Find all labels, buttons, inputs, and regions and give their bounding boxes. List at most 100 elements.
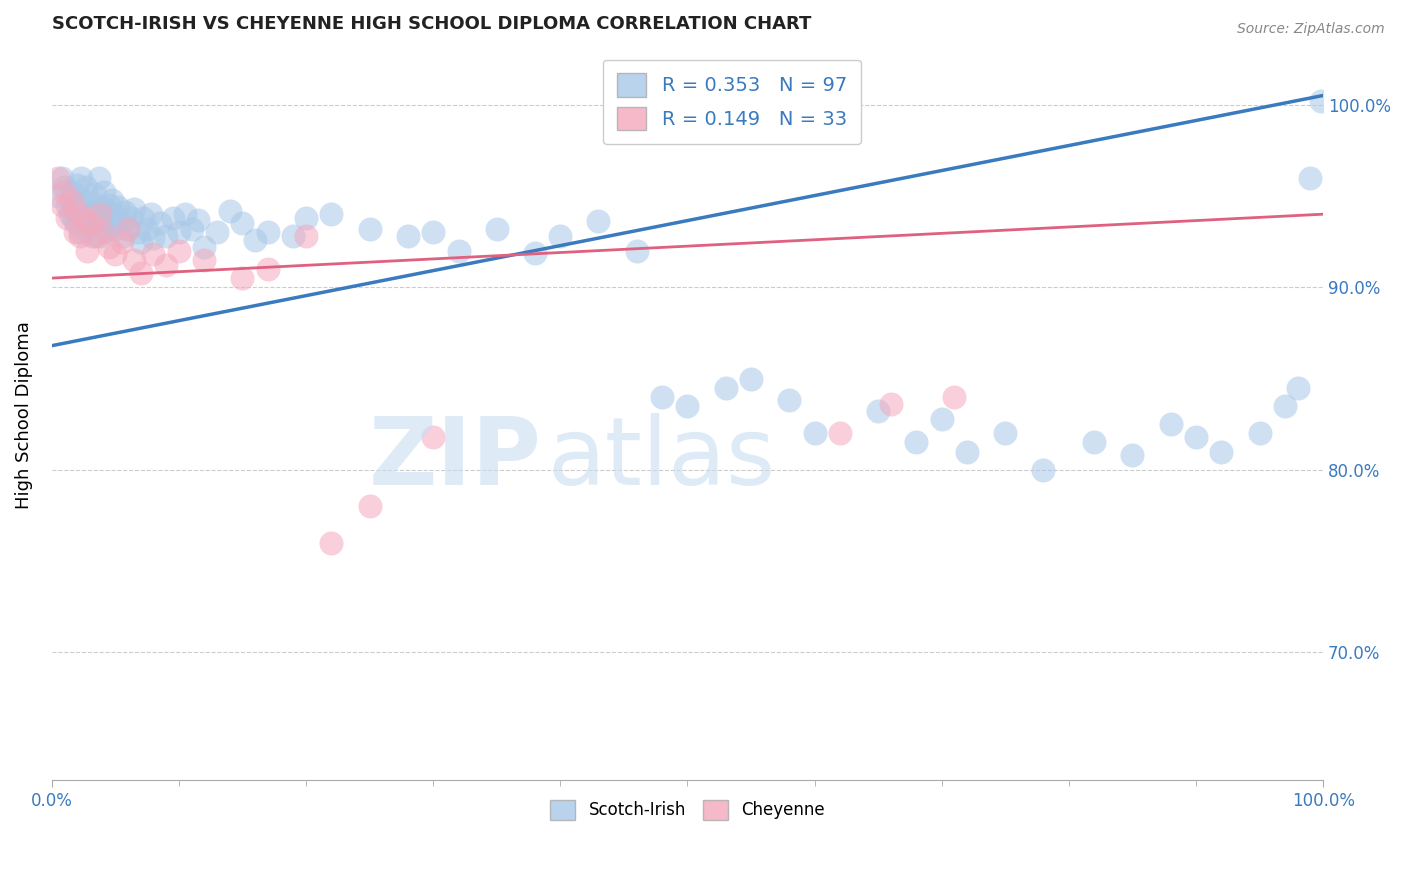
Point	[136, 221, 159, 235]
Y-axis label: High School Diploma: High School Diploma	[15, 321, 32, 509]
Point	[162, 211, 184, 225]
Point	[485, 221, 508, 235]
Text: ZIP: ZIP	[368, 413, 541, 505]
Point	[142, 247, 165, 261]
Point	[243, 233, 266, 247]
Point	[155, 229, 177, 244]
Point	[740, 371, 762, 385]
Point	[149, 216, 172, 230]
Text: atlas: atlas	[547, 413, 776, 505]
Point	[86, 200, 108, 214]
Point	[295, 229, 318, 244]
Point	[56, 211, 79, 225]
Point	[447, 244, 470, 258]
Point	[127, 226, 149, 240]
Point	[283, 229, 305, 244]
Point	[167, 226, 190, 240]
Point	[676, 399, 699, 413]
Point	[321, 207, 343, 221]
Point	[422, 226, 444, 240]
Point	[91, 211, 114, 225]
Point	[117, 221, 139, 235]
Point	[69, 229, 91, 244]
Text: SCOTCH-IRISH VS CHEYENNE HIGH SCHOOL DIPLOMA CORRELATION CHART: SCOTCH-IRISH VS CHEYENNE HIGH SCHOOL DIP…	[52, 15, 811, 33]
Text: Source: ZipAtlas.com: Source: ZipAtlas.com	[1237, 22, 1385, 37]
Point	[231, 216, 253, 230]
Point	[76, 205, 98, 219]
Point	[132, 211, 155, 225]
Point	[943, 390, 966, 404]
Point	[93, 186, 115, 200]
Point	[218, 203, 240, 218]
Point	[65, 216, 87, 230]
Point	[956, 444, 979, 458]
Point	[868, 404, 890, 418]
Point	[778, 393, 800, 408]
Point	[96, 224, 118, 238]
Point	[187, 212, 209, 227]
Point	[98, 216, 121, 230]
Point	[60, 186, 83, 200]
Point	[66, 203, 89, 218]
Point	[142, 231, 165, 245]
Point	[72, 194, 94, 209]
Point	[59, 193, 82, 207]
Point	[396, 229, 419, 244]
Point	[59, 193, 82, 207]
Point	[72, 211, 94, 225]
Point	[84, 187, 107, 202]
Point	[1032, 463, 1054, 477]
Point	[101, 207, 124, 221]
Point	[83, 203, 105, 218]
Point	[803, 426, 825, 441]
Point	[174, 207, 197, 221]
Point	[1121, 448, 1143, 462]
Point	[828, 426, 851, 441]
Point	[76, 244, 98, 258]
Point	[58, 207, 80, 221]
Point	[91, 226, 114, 240]
Point	[523, 245, 546, 260]
Point	[626, 244, 648, 258]
Point	[1211, 444, 1233, 458]
Point	[97, 198, 120, 212]
Point	[1160, 417, 1182, 432]
Point	[104, 247, 127, 261]
Point	[714, 381, 737, 395]
Point	[70, 170, 93, 185]
Point	[111, 235, 134, 249]
Point	[111, 229, 134, 244]
Point	[994, 426, 1017, 441]
Point	[87, 170, 110, 185]
Point	[100, 193, 122, 207]
Point	[56, 198, 79, 212]
Point	[651, 390, 673, 404]
Point	[422, 430, 444, 444]
Point	[79, 193, 101, 207]
Point	[104, 221, 127, 235]
Point	[880, 397, 903, 411]
Point	[167, 244, 190, 258]
Point	[89, 207, 111, 221]
Point	[46, 189, 69, 203]
Point	[51, 198, 73, 212]
Point	[1309, 94, 1331, 108]
Point	[73, 221, 96, 235]
Point	[62, 211, 84, 225]
Point	[67, 200, 90, 214]
Point	[155, 258, 177, 272]
Point	[231, 271, 253, 285]
Point	[79, 216, 101, 230]
Point	[66, 178, 89, 192]
Point	[180, 221, 202, 235]
Point	[1185, 430, 1208, 444]
Point	[257, 262, 280, 277]
Point	[205, 226, 228, 240]
Point	[97, 240, 120, 254]
Point	[46, 170, 69, 185]
Point	[69, 226, 91, 240]
Point	[1083, 435, 1105, 450]
Point	[114, 205, 136, 219]
Point	[84, 212, 107, 227]
Point	[257, 226, 280, 240]
